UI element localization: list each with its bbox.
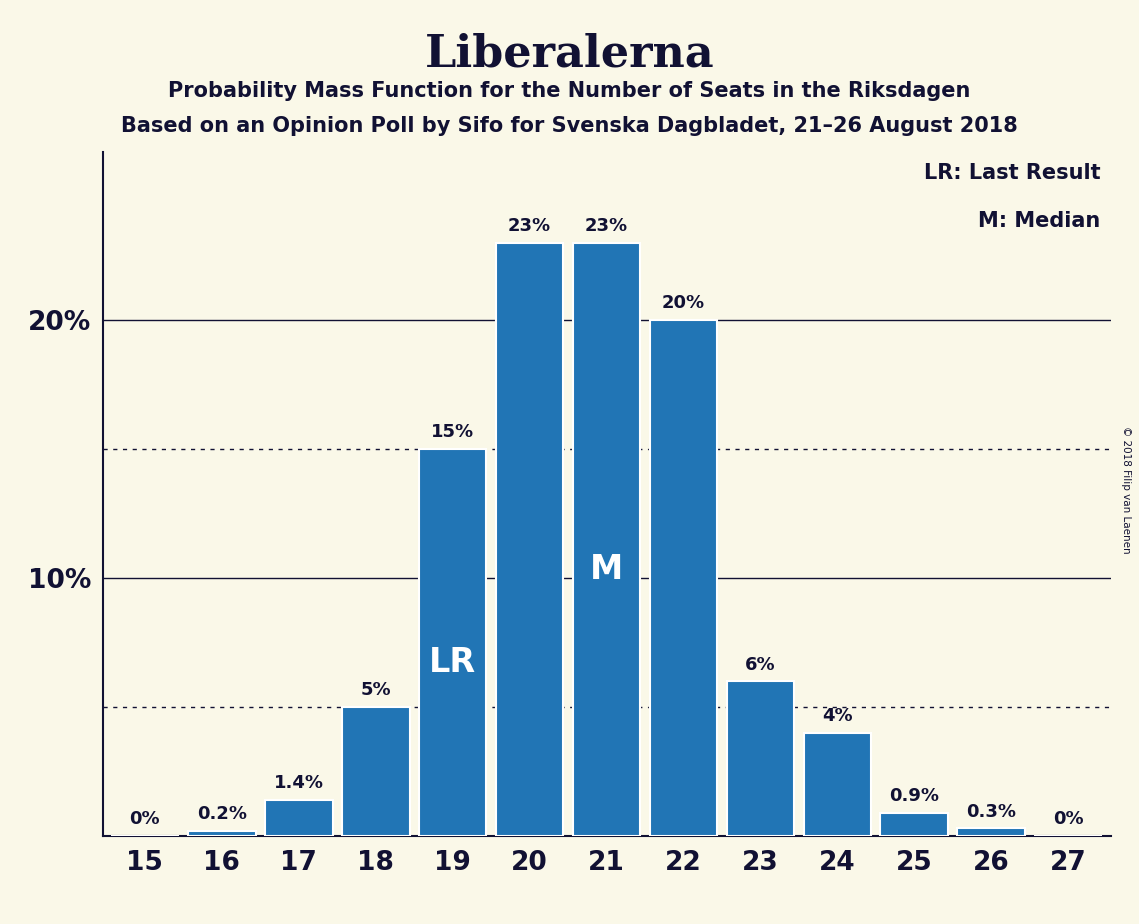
Text: © 2018 Filip van Laenen: © 2018 Filip van Laenen bbox=[1121, 426, 1131, 553]
Text: 0.9%: 0.9% bbox=[890, 787, 940, 805]
Bar bbox=[649, 321, 718, 836]
Text: M: Median: M: Median bbox=[978, 211, 1100, 231]
Text: LR: Last Result: LR: Last Result bbox=[924, 163, 1100, 183]
Bar bbox=[188, 831, 255, 836]
Text: Based on an Opinion Poll by Sifo for Svenska Dagbladet, 21–26 August 2018: Based on an Opinion Poll by Sifo for Sve… bbox=[121, 116, 1018, 136]
Text: Probability Mass Function for the Number of Seats in the Riksdagen: Probability Mass Function for the Number… bbox=[169, 81, 970, 102]
Bar bbox=[803, 733, 871, 836]
Bar bbox=[265, 800, 333, 836]
Bar bbox=[573, 243, 640, 836]
Bar bbox=[342, 707, 410, 836]
Text: 23%: 23% bbox=[508, 217, 551, 235]
Text: 20%: 20% bbox=[662, 295, 705, 312]
Text: Liberalerna: Liberalerna bbox=[425, 32, 714, 76]
Text: LR: LR bbox=[429, 646, 476, 678]
Text: 1.4%: 1.4% bbox=[273, 774, 323, 793]
Bar bbox=[958, 829, 1025, 836]
Text: 0.3%: 0.3% bbox=[966, 803, 1016, 821]
Bar bbox=[495, 243, 564, 836]
Text: 4%: 4% bbox=[822, 707, 853, 725]
Text: M: M bbox=[590, 553, 623, 586]
Text: 0%: 0% bbox=[1052, 810, 1083, 829]
Text: 0.2%: 0.2% bbox=[197, 806, 247, 823]
Text: 6%: 6% bbox=[745, 656, 776, 674]
Bar bbox=[880, 813, 948, 836]
Bar bbox=[727, 681, 794, 836]
Text: 15%: 15% bbox=[431, 423, 474, 442]
Bar bbox=[419, 449, 486, 836]
Text: 0%: 0% bbox=[130, 810, 161, 829]
Text: 5%: 5% bbox=[360, 682, 391, 699]
Text: 23%: 23% bbox=[585, 217, 628, 235]
